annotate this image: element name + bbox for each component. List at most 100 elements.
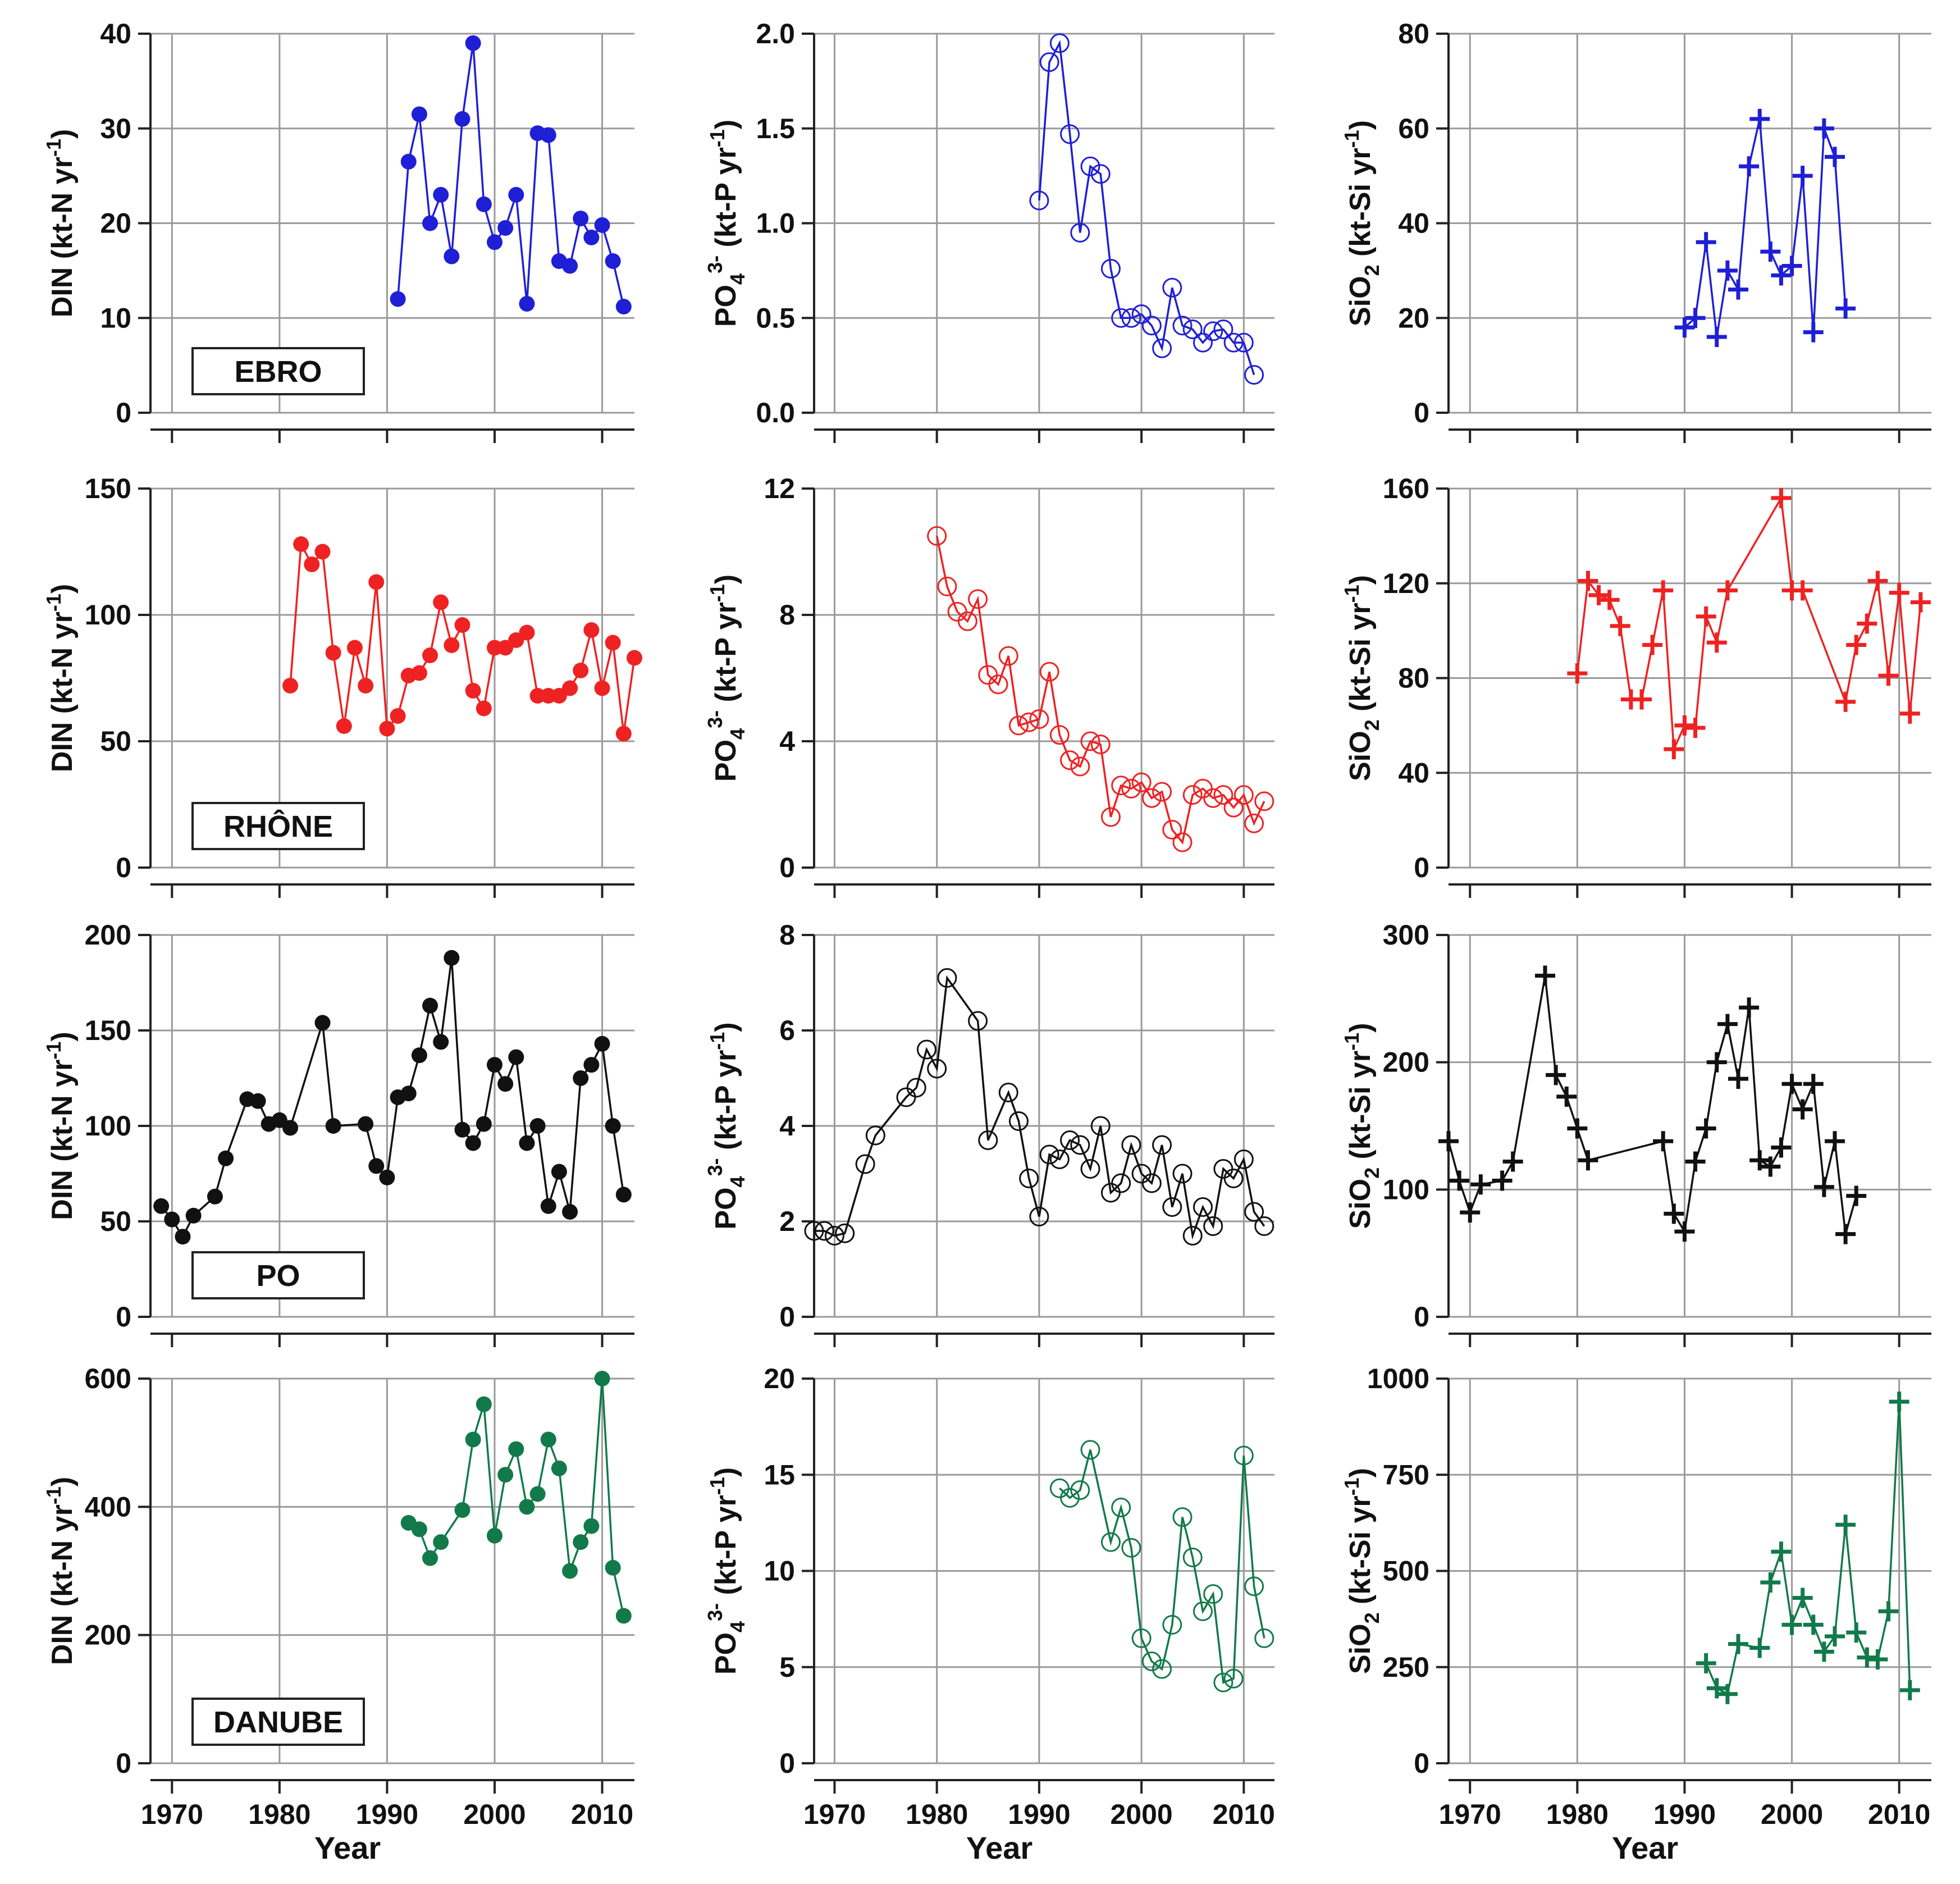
y-tick-label: 12 bbox=[764, 473, 795, 504]
data-point bbox=[454, 1121, 470, 1138]
y-axis-label: DIN (kt-N yr-1) bbox=[42, 1477, 79, 1665]
data-point bbox=[250, 1093, 266, 1109]
data-point bbox=[1131, 304, 1152, 324]
data-point bbox=[465, 1135, 481, 1151]
data-point bbox=[1131, 1628, 1152, 1648]
data-point bbox=[1781, 256, 1802, 276]
data-point bbox=[1889, 1392, 1909, 1412]
label-part: ) bbox=[1344, 120, 1377, 130]
data-point bbox=[1632, 689, 1652, 710]
data-point bbox=[379, 720, 395, 737]
data-point bbox=[573, 1070, 589, 1086]
y-tick-label: 10 bbox=[764, 1555, 795, 1587]
data-point bbox=[551, 1460, 567, 1476]
data-point bbox=[1760, 1572, 1781, 1593]
data-point bbox=[1080, 156, 1100, 176]
y-axis-label: DIN (kt-N yr-1) bbox=[42, 129, 79, 317]
data-point bbox=[1203, 788, 1223, 808]
data-point bbox=[175, 1229, 191, 1245]
label-part: -1 bbox=[1340, 585, 1363, 603]
data-point bbox=[486, 640, 502, 656]
x-tick-label: 2010 bbox=[1868, 1799, 1930, 1830]
y-tick-label: 80 bbox=[1398, 18, 1429, 49]
series-line bbox=[289, 540, 636, 734]
data-point bbox=[562, 680, 578, 696]
data-point bbox=[153, 1198, 170, 1214]
y-tick-label: 0 bbox=[1414, 852, 1429, 883]
data-point bbox=[325, 1118, 341, 1134]
y-axis-label: PO43- (kt-P yr-1) bbox=[703, 1467, 749, 1675]
data-point bbox=[562, 258, 578, 274]
data-point bbox=[444, 950, 460, 966]
data-point bbox=[1792, 1588, 1813, 1608]
data-point bbox=[540, 688, 556, 704]
series-line bbox=[408, 1378, 625, 1616]
data-point bbox=[1172, 832, 1193, 852]
data-point bbox=[1567, 1118, 1588, 1139]
data-point bbox=[988, 674, 1008, 695]
data-point bbox=[164, 1211, 180, 1228]
data-point bbox=[540, 1431, 556, 1448]
data-point bbox=[1706, 1678, 1727, 1699]
data-point bbox=[358, 1116, 374, 1132]
data-point bbox=[583, 229, 600, 245]
river-label-box bbox=[191, 1251, 365, 1299]
label-part: -1 bbox=[42, 594, 65, 612]
data-point bbox=[1825, 1626, 1845, 1646]
data-point bbox=[1223, 1668, 1244, 1689]
data-point bbox=[454, 617, 470, 633]
data-point bbox=[1728, 1634, 1748, 1654]
label-part: PO bbox=[710, 1632, 742, 1675]
y-axis-label: SiO2 (kt-Si yr-1) bbox=[1340, 1023, 1383, 1229]
data-point bbox=[1578, 571, 1598, 591]
data-point bbox=[998, 646, 1018, 666]
data-point bbox=[1121, 1135, 1141, 1155]
data-point bbox=[1749, 108, 1770, 129]
data-point bbox=[594, 1371, 610, 1386]
data-point bbox=[508, 1441, 524, 1457]
data-point bbox=[1910, 592, 1931, 613]
series-line bbox=[1447, 975, 1857, 1235]
panel-po-din: 0 50 100 150 200 DIN (kt-N yr-1) PO bbox=[42, 919, 634, 1347]
label-part: 3- bbox=[703, 256, 727, 273]
data-point bbox=[855, 1154, 875, 1174]
x-tick-label: 1970 bbox=[141, 1799, 203, 1830]
data-point bbox=[1193, 1601, 1213, 1621]
data-point bbox=[1749, 1150, 1770, 1171]
label-part: 4 bbox=[726, 273, 749, 285]
label-part: SiO bbox=[1344, 1179, 1377, 1229]
panel-danube-sio2: 0 250 500 750 1000 1970 1980 1990 2000 2010 Year Si… bbox=[1340, 1363, 1931, 1865]
label-part: 4 bbox=[726, 728, 749, 740]
data-point bbox=[1141, 1173, 1162, 1193]
label-part: SiO bbox=[1344, 1623, 1377, 1674]
y-axis-label: PO43- (kt-P yr-1) bbox=[703, 574, 749, 782]
y-tick-label: 400 bbox=[85, 1491, 131, 1522]
data-point bbox=[1535, 965, 1555, 986]
data-point bbox=[1685, 308, 1706, 329]
data-point bbox=[927, 526, 947, 546]
data-point bbox=[1121, 1538, 1141, 1558]
data-point bbox=[1141, 788, 1162, 808]
label-part: SiO bbox=[1344, 731, 1377, 781]
y-tick-label: 100 bbox=[1383, 1174, 1429, 1205]
data-point bbox=[1049, 725, 1070, 745]
data-point bbox=[1152, 338, 1172, 358]
data-point bbox=[1080, 731, 1100, 751]
y-tick-label: 20 bbox=[764, 1363, 795, 1394]
data-point bbox=[1846, 1622, 1867, 1643]
label-part: -1 bbox=[706, 584, 729, 602]
data-point bbox=[1060, 1488, 1080, 1508]
data-point bbox=[1813, 1641, 1834, 1662]
data-point bbox=[583, 1057, 600, 1073]
y-tick-label: 100 bbox=[85, 1110, 131, 1142]
data-point bbox=[1792, 166, 1813, 186]
label-part: (kt-P yr bbox=[710, 147, 742, 256]
x-tick-label: 2010 bbox=[571, 1799, 633, 1830]
y-tick-label: 20 bbox=[1398, 302, 1429, 334]
y-tick-label: 300 bbox=[1383, 919, 1429, 951]
data-point bbox=[1100, 807, 1121, 827]
data-point bbox=[1760, 241, 1781, 262]
y-tick-label: 40 bbox=[1398, 757, 1429, 788]
data-point bbox=[508, 1049, 524, 1065]
